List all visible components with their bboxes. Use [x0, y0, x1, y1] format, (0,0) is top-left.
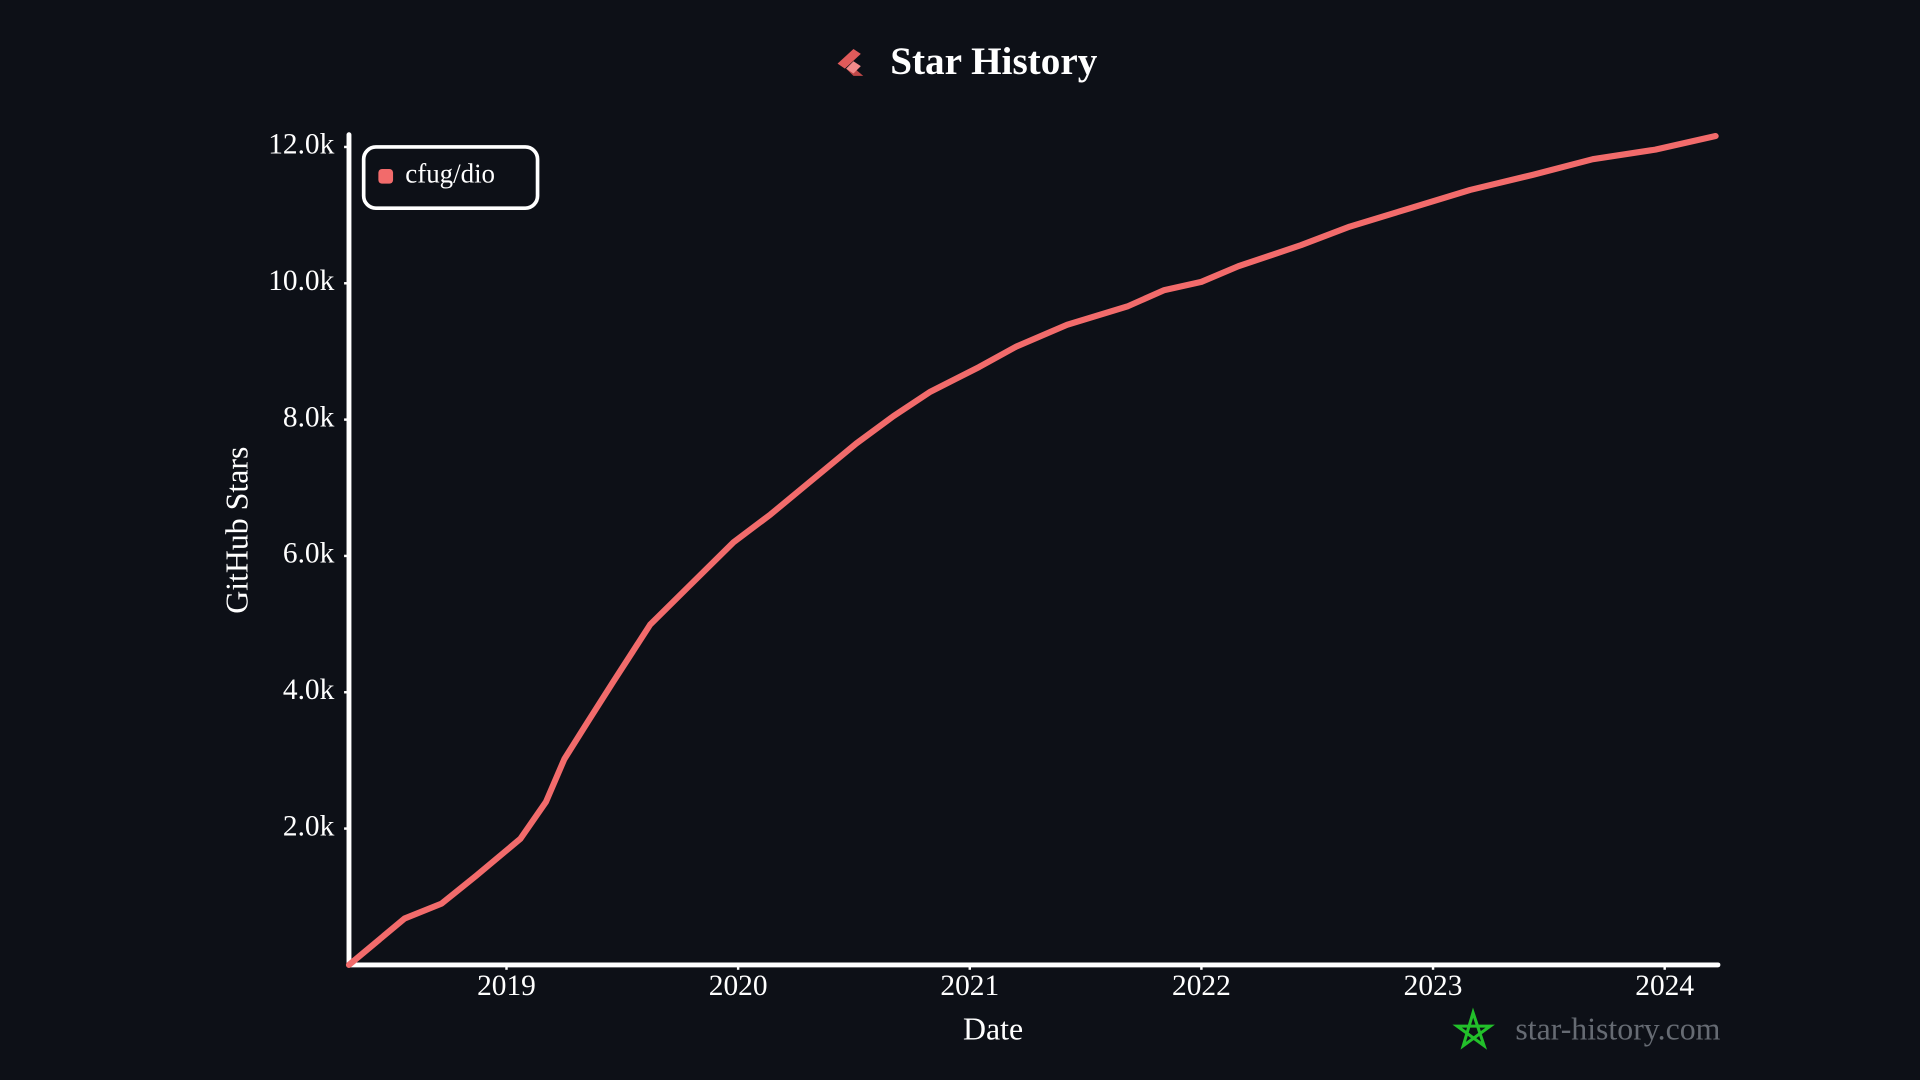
x-tick-label: 2020 [709, 970, 768, 1002]
x-tick-label: 2019 [477, 970, 536, 1002]
x-tick-label: 2023 [1404, 970, 1463, 1002]
y-tick-label: 12.0k [268, 129, 334, 161]
legend-box [361, 145, 540, 211]
x-tick-label: 2022 [1172, 970, 1231, 1002]
legend-label: cfug/dio [405, 159, 495, 189]
series-line [345, 132, 1719, 968]
legend-swatch [378, 168, 394, 184]
chart-title: Star History [890, 40, 1098, 83]
x-axis-label: Date [963, 1012, 1023, 1047]
y-tick-label: 6.0k [283, 538, 335, 570]
logo [837, 48, 864, 76]
watermark: star-history.com [1515, 1012, 1720, 1047]
y-tick-label: 4.0k [283, 674, 335, 706]
y-tick-label: 2.0k [283, 810, 335, 842]
x-tick-label: 2021 [940, 970, 999, 1002]
y-tick-label: 10.0k [268, 265, 334, 297]
watermark-logo [1452, 1007, 1495, 1050]
x-tick-label: 2024 [1635, 970, 1694, 1002]
y-tick-label: 8.0k [283, 401, 335, 433]
y-axis-label: GitHub Stars [219, 447, 254, 614]
